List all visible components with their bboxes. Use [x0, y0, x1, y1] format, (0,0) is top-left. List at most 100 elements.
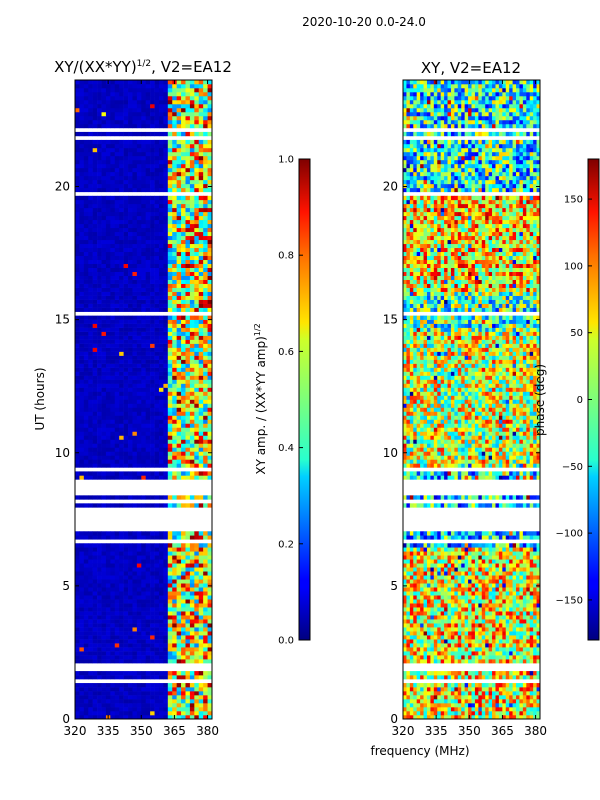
- amplitude-cell: [97, 611, 102, 616]
- amplitude-cell: [114, 331, 120, 336]
- amplitude-cell: [194, 123, 200, 129]
- amplitude-cell: [105, 403, 111, 408]
- amplitude-cell: [114, 227, 120, 233]
- amplitude-cell: [114, 411, 120, 416]
- amplitude-cell: [97, 247, 102, 253]
- amplitude-cell: [203, 715, 208, 720]
- phase-cell: [416, 659, 421, 664]
- amplitude-cell: [185, 651, 191, 656]
- amplitude-cell: [141, 707, 147, 712]
- amplitude-cell: [136, 655, 142, 660]
- amplitude-cell: [167, 327, 173, 332]
- phase-cell: [474, 655, 479, 660]
- amplitude-cell: [154, 275, 160, 280]
- amplitude-cell: [79, 279, 85, 284]
- amplitude-cell: [154, 119, 160, 125]
- amplitude-cell: [194, 379, 200, 384]
- amplitude-cell: [136, 343, 142, 348]
- amplitude-cell: [194, 291, 200, 296]
- amplitude-cell: [176, 375, 182, 380]
- amplitude-cell: [79, 475, 85, 480]
- phase-cell: [423, 675, 428, 680]
- amplitude-cell: [88, 275, 93, 280]
- amplitude-cell: [158, 683, 164, 688]
- amplitude-cell: [105, 107, 111, 113]
- amplitude-cell: [101, 343, 107, 348]
- amplitude-cell: [123, 595, 129, 600]
- phase-cell: [403, 659, 407, 664]
- amplitude-cell: [132, 115, 138, 121]
- amplitude-cell: [158, 307, 164, 312]
- amplitude-cell: [128, 331, 133, 336]
- amplitude-cell: [185, 611, 191, 616]
- amplitude-cell: [110, 627, 116, 632]
- amplitude-cell: [189, 703, 195, 708]
- amplitude-cell: [158, 595, 164, 600]
- amplitude-cell: [154, 631, 160, 636]
- amplitude-cell: [185, 399, 191, 404]
- amplitude-cell: [207, 199, 213, 205]
- amplitude-cell: [158, 567, 164, 572]
- amplitude-cell: [145, 287, 151, 292]
- figure-suptitle: 2020-10-20 0.0-24.0: [302, 15, 426, 29]
- amplitude-cell: [114, 715, 120, 720]
- amplitude-cell: [83, 203, 89, 209]
- amplitude-cell: [114, 387, 120, 392]
- amplitude-cell: [150, 83, 155, 89]
- amplitude-cell: [181, 323, 186, 328]
- amplitude-cell: [101, 299, 107, 304]
- amplitude-cell: [158, 347, 164, 352]
- amplitude-cell: [163, 255, 169, 261]
- amplitude-cell: [198, 655, 204, 660]
- amplitude-cell: [185, 647, 191, 652]
- phase-cell: [464, 699, 469, 704]
- phase-cell: [488, 711, 493, 716]
- amplitude-cell: [163, 199, 169, 205]
- phase-cell: [533, 703, 537, 708]
- amplitude-cell: [123, 411, 129, 416]
- amplitude-cell: [114, 611, 120, 616]
- amplitude-cell: [132, 347, 138, 352]
- amplitude-cell: [128, 195, 133, 201]
- amplitude-cell: [110, 691, 116, 696]
- amplitude-cell: [119, 555, 124, 560]
- amplitude-cell: [181, 159, 186, 165]
- amplitude-cell: [154, 591, 160, 596]
- amplitude-cell: [185, 447, 191, 452]
- amplitude-cell: [110, 279, 116, 284]
- amplitude-cell: [145, 295, 151, 300]
- phase-cell: [495, 647, 500, 652]
- amplitude-cell: [110, 635, 116, 640]
- amplitude-cell: [92, 575, 98, 580]
- amplitude-cell: [79, 251, 85, 257]
- amplitude-cell: [119, 143, 124, 149]
- amplitude-cell: [185, 103, 191, 109]
- amplitude-cell: [75, 587, 80, 592]
- phase-cell: [437, 651, 441, 656]
- amplitude-cell: [141, 111, 147, 117]
- amplitude-cell: [83, 643, 89, 648]
- amplitude-cell: [207, 307, 213, 312]
- amplitude-cell: [185, 703, 191, 708]
- amplitude-cell: [97, 167, 102, 173]
- amplitude-cell: [181, 447, 186, 452]
- amplitude-cell: [181, 711, 186, 716]
- amplitude-cell: [181, 203, 186, 209]
- amplitude-cell: [163, 699, 169, 704]
- amplitude-cell: [176, 319, 182, 324]
- amplitude-cell: [83, 383, 89, 388]
- amplitude-cell: [185, 363, 191, 368]
- amplitude-cell: [203, 303, 208, 308]
- amplitude-cell: [132, 391, 138, 396]
- amplitude-cell: [181, 103, 186, 109]
- amplitude-cell: [141, 591, 147, 596]
- phase-cell: [526, 647, 531, 652]
- phase-cell: [426, 659, 431, 664]
- amplitude-cell: [136, 443, 142, 448]
- amplitude-cell: [167, 651, 173, 656]
- amplitude-cell: [198, 683, 204, 688]
- amplitude-cell: [101, 691, 107, 696]
- amplitude-cell: [136, 471, 142, 476]
- amplitude-cell: [128, 147, 133, 153]
- amplitude-cell: [189, 599, 195, 604]
